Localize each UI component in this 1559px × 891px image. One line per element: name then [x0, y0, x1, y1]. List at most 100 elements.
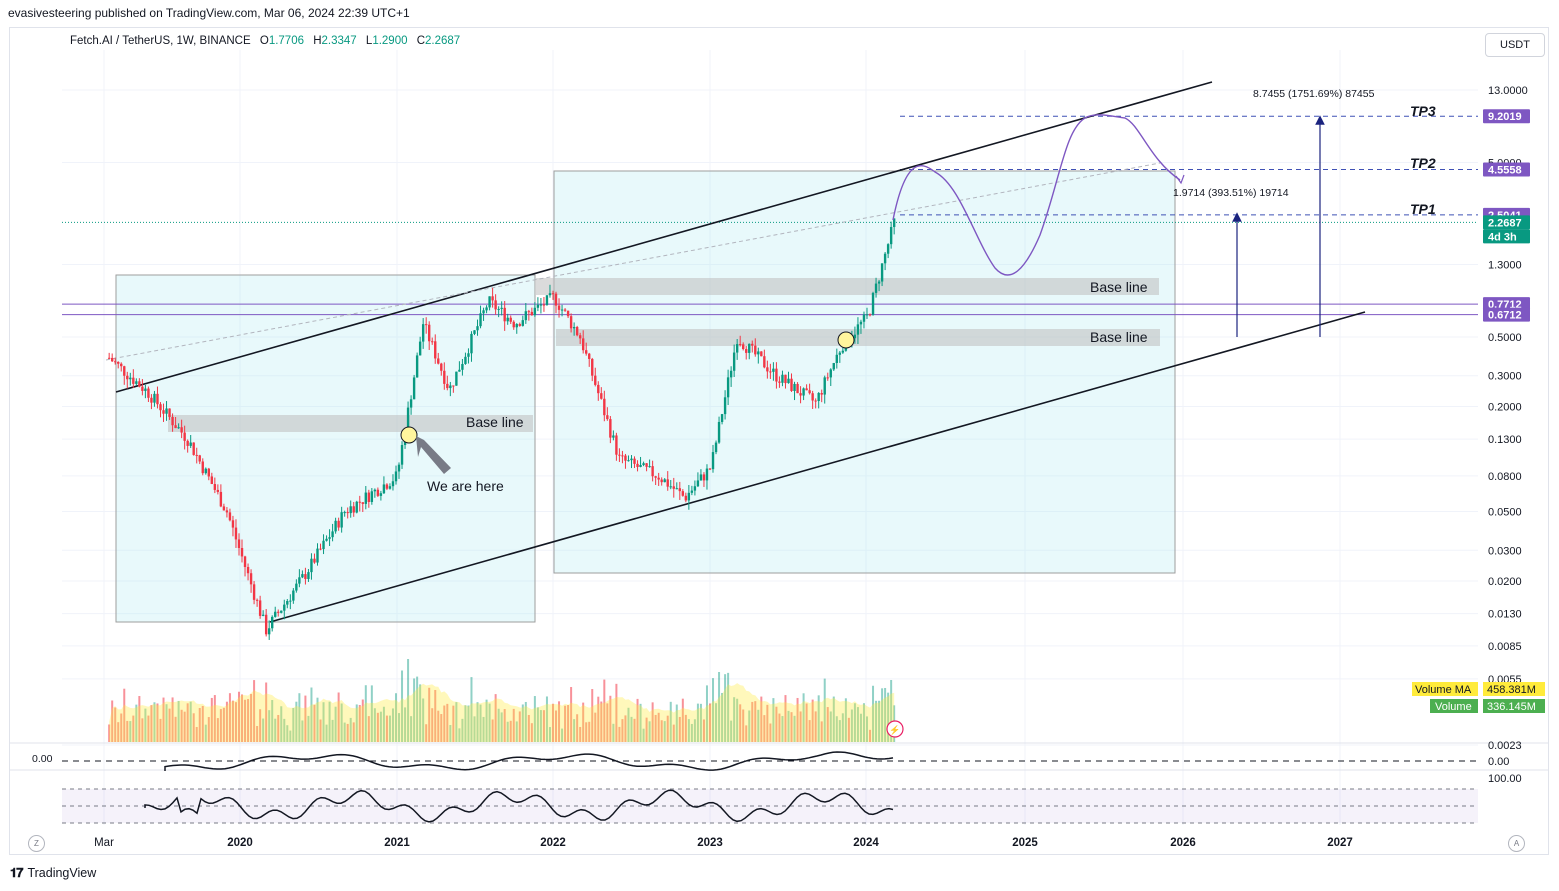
- volume-bar: [615, 683, 618, 742]
- ohlc-close-key: C: [416, 35, 426, 47]
- volume-bar: [213, 695, 216, 742]
- candle-body: [237, 539, 241, 548]
- candle-body: [708, 468, 712, 470]
- tradingview-logo-icon: 𝟏𝟕: [10, 865, 24, 880]
- candle-body: [467, 353, 470, 357]
- price-axis-label: 0.0200: [1488, 576, 1522, 588]
- volume-bar: [835, 716, 838, 742]
- volume-bar: [802, 693, 805, 742]
- candle-body: [699, 474, 703, 481]
- candle-body: [267, 628, 271, 635]
- auto-scale-right-button[interactable]: A: [1508, 835, 1525, 852]
- volume-bar: [410, 716, 413, 742]
- volume-bar: [660, 720, 663, 742]
- volume-bar: [642, 728, 645, 742]
- candle-body: [681, 491, 685, 496]
- chart-grid: [62, 50, 1478, 825]
- volume-bar: [811, 699, 814, 742]
- candle-body: [841, 350, 845, 353]
- candle-body: [141, 386, 144, 391]
- auto-scale-left-button[interactable]: Z: [28, 835, 45, 852]
- candle-body: [461, 363, 464, 370]
- volume-bar: [301, 720, 304, 742]
- volume-bar: [388, 715, 391, 742]
- resistance-lower-badge: [1483, 307, 1530, 322]
- volume-bar: [558, 701, 561, 742]
- volume-bar: [561, 728, 564, 742]
- candle-body: [186, 440, 189, 446]
- currency-button[interactable]: USDT: [1485, 33, 1545, 57]
- candle-body: [693, 486, 697, 491]
- candle-body: [391, 481, 395, 487]
- volume-bar: [805, 703, 808, 742]
- candle-body: [533, 307, 537, 316]
- osc1-line: [164, 751, 894, 771]
- volume-bar: [156, 703, 159, 742]
- candle-body: [802, 388, 805, 396]
- volume-bar: [533, 696, 536, 742]
- candle-body: [428, 324, 431, 342]
- candle-body: [150, 397, 153, 403]
- volume-bar: [869, 729, 872, 742]
- volume-bar: [250, 693, 253, 742]
- volume-bar: [859, 713, 862, 742]
- candle-body: [412, 377, 416, 400]
- candle-body: [382, 484, 386, 494]
- volume-bar: [545, 696, 548, 742]
- candle-body: [231, 520, 235, 528]
- ohlc-open-value: 1.7706: [268, 35, 304, 47]
- volume-bar: [518, 711, 521, 742]
- volume-bar: [718, 672, 721, 742]
- volume-bar: [721, 692, 724, 742]
- candle-body: [183, 432, 186, 441]
- volume-bar: [407, 659, 410, 742]
- volume-bar: [730, 720, 733, 742]
- volume-bar: [757, 709, 760, 742]
- time-axis-label: 2024: [853, 837, 879, 849]
- volume-bar: [696, 703, 699, 742]
- ascending-channel: [105, 81, 1366, 623]
- candle-body: [491, 296, 494, 301]
- candle-body: [313, 558, 316, 563]
- volume-bar: [322, 702, 325, 742]
- volume-bar: [588, 721, 591, 742]
- we-are-here-label: We are here: [427, 478, 504, 494]
- baseline-label-2: Base line: [1090, 279, 1148, 295]
- candle-body: [657, 477, 660, 480]
- candle-body: [138, 381, 141, 387]
- candle-body: [521, 320, 525, 326]
- candle-body: [364, 492, 368, 504]
- tp3-price-badge-text: 9.2019: [1488, 111, 1522, 123]
- symbol-legend: Fetch.AI / TetherUS, 1W, BINANCE O1.7706…: [70, 35, 460, 47]
- volume-bar: [382, 706, 385, 742]
- volume-bar: [555, 710, 558, 742]
- volume-bar: [141, 718, 144, 742]
- volume-bar: [708, 703, 711, 742]
- candle-body: [171, 416, 174, 426]
- candle-body: [443, 370, 446, 384]
- candle-body: [437, 358, 440, 364]
- volume-bar: [567, 705, 570, 742]
- candle-body: [213, 484, 217, 490]
- candle-body: [464, 356, 467, 364]
- baseline-zone-2: [536, 278, 1159, 295]
- candle-body: [600, 393, 603, 399]
- candle-body: [473, 330, 476, 334]
- range-box-2: [553, 170, 1176, 574]
- candle-body: [153, 393, 156, 403]
- volume-bar: [742, 709, 745, 742]
- countdown-badge-text: 4d 3h: [1488, 231, 1517, 243]
- candle-body: [877, 281, 881, 284]
- volume-bar: [666, 715, 669, 742]
- volume-bar: [648, 721, 651, 742]
- candle-body: [636, 463, 639, 467]
- candle-body: [539, 304, 543, 306]
- candle-body: [367, 492, 371, 502]
- volume-bar: [449, 725, 452, 742]
- candle-body: [219, 491, 223, 507]
- volume-bar: [117, 722, 120, 742]
- volume-bar: [304, 695, 307, 742]
- volume-bar: [799, 711, 802, 742]
- candle-body: [415, 355, 419, 378]
